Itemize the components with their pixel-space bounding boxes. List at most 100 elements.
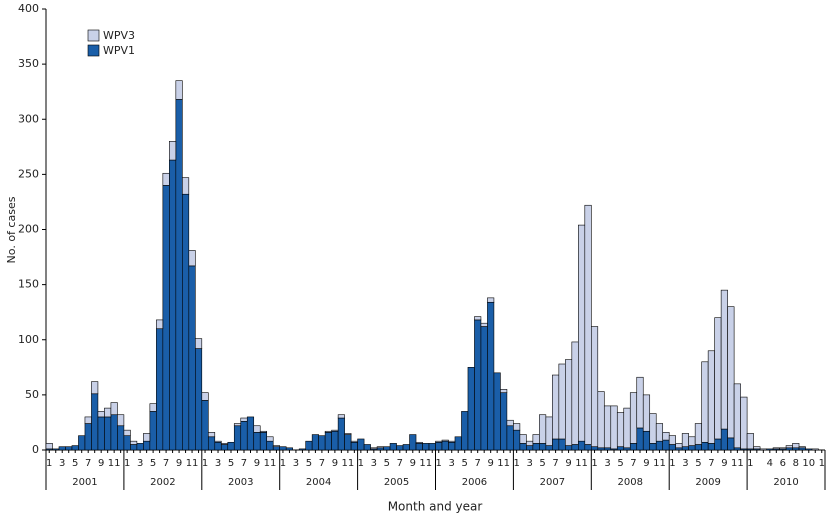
x-tick-label: 3: [137, 458, 143, 469]
y-tick-label: 300: [18, 112, 39, 125]
year-label: 2005: [384, 477, 409, 488]
bar-segment: [71, 445, 79, 451]
bar-segment: [156, 328, 164, 451]
bar-segment: [636, 427, 644, 451]
year-label: 2003: [228, 477, 253, 488]
bar-segment: [402, 444, 410, 451]
bar-segment: [694, 423, 702, 445]
bar-segment: [487, 301, 495, 451]
bar-segment: [474, 319, 482, 451]
x-tick-label: 5: [228, 458, 234, 469]
x-tick-label: 7: [397, 458, 403, 469]
bar-segment: [571, 341, 579, 445]
x-tick-label: 9: [565, 458, 571, 469]
bar-segment: [565, 359, 573, 446]
bar-segment: [78, 435, 86, 451]
x-tick-label: 5: [462, 458, 468, 469]
bar-segment: [136, 443, 144, 451]
x-tick-label: 7: [241, 458, 247, 469]
x-tick-label: 7: [708, 458, 714, 469]
bar-segment: [539, 443, 547, 451]
bar-segment: [331, 429, 339, 432]
bar-segment: [52, 448, 60, 451]
year-label: 2001: [72, 477, 97, 488]
bar-segment: [272, 445, 281, 447]
x-tick-label: 11: [419, 458, 432, 469]
x-tick-label: 9: [410, 458, 416, 469]
bar-segment: [519, 443, 527, 451]
bar-segment: [552, 438, 560, 451]
bar-segment: [805, 448, 813, 451]
bar-segment: [623, 447, 631, 451]
bar-segment: [415, 443, 423, 451]
bar-segment: [220, 444, 229, 451]
bar-segment: [526, 445, 534, 451]
x-tick-label: 11: [653, 458, 666, 469]
bar-segment: [688, 436, 696, 446]
bar-segment: [785, 447, 793, 451]
bar-segment: [311, 434, 319, 451]
bar-segment: [97, 416, 105, 451]
bar-segment: [720, 289, 728, 430]
bar-segment: [668, 444, 676, 451]
bar-segment: [162, 185, 170, 451]
year-label: 2009: [695, 477, 720, 488]
bar-segment: [461, 411, 469, 451]
x-tick-label: 6: [780, 458, 786, 469]
bar-segment: [58, 446, 66, 451]
y-tick-label: 150: [18, 278, 39, 291]
bar-segment: [376, 447, 384, 451]
x-tick-label: 3: [526, 458, 532, 469]
bar-segment: [272, 446, 281, 451]
x-tick-label: 8: [793, 458, 799, 469]
bar-segment: [616, 412, 625, 447]
x-tick-label: 1: [747, 458, 753, 469]
bar-segment: [610, 405, 618, 450]
x-tick-label: 3: [682, 458, 688, 469]
bar-segment: [727, 306, 735, 439]
bar-segment: [707, 350, 715, 444]
bar-segment: [506, 419, 514, 427]
bar-segment: [246, 416, 255, 451]
bar-segment: [727, 437, 735, 451]
bar-segment: [649, 413, 657, 444]
x-tick-label: 5: [72, 458, 78, 469]
x-tick-label: 11: [497, 458, 510, 469]
x-tick-label: 1: [669, 458, 675, 469]
bar-segment: [539, 414, 547, 444]
x-tick-label: 5: [695, 458, 701, 469]
bar-segment: [616, 446, 625, 451]
x-tick-label: 3: [449, 458, 455, 469]
bar-segment: [182, 193, 190, 451]
bar-segment: [409, 434, 417, 451]
bar-segment: [636, 376, 644, 429]
bar-segment: [435, 441, 443, 451]
bar-segment: [65, 446, 73, 451]
bar-segment: [376, 446, 384, 449]
bar-segment: [474, 316, 482, 321]
year-label: 2006: [462, 477, 487, 488]
bar-segment: [798, 447, 806, 451]
bar-segment: [143, 440, 151, 451]
bar-segment: [318, 435, 326, 451]
bar-segment: [428, 443, 436, 451]
bar-segment: [91, 393, 99, 451]
bar-segment: [642, 430, 651, 451]
bar-segment: [467, 367, 475, 451]
x-tick-label: 3: [371, 458, 377, 469]
y-axis-title: No. of cases: [5, 196, 18, 263]
bar-segment: [84, 416, 92, 424]
bar-segment: [584, 444, 592, 451]
bar-segment: [441, 439, 449, 442]
bar-segment: [519, 434, 527, 444]
bar-segment: [668, 435, 676, 445]
bar-segment: [84, 423, 92, 451]
bar-segment: [207, 432, 216, 438]
bar-segment: [370, 447, 378, 450]
bar-segment: [207, 436, 216, 451]
x-tick-label: 1: [124, 458, 130, 469]
bar-segment: [45, 443, 53, 450]
x-tick-label: 3: [293, 458, 299, 469]
bar-segment: [454, 436, 462, 451]
x-tick-label: 9: [332, 458, 338, 469]
